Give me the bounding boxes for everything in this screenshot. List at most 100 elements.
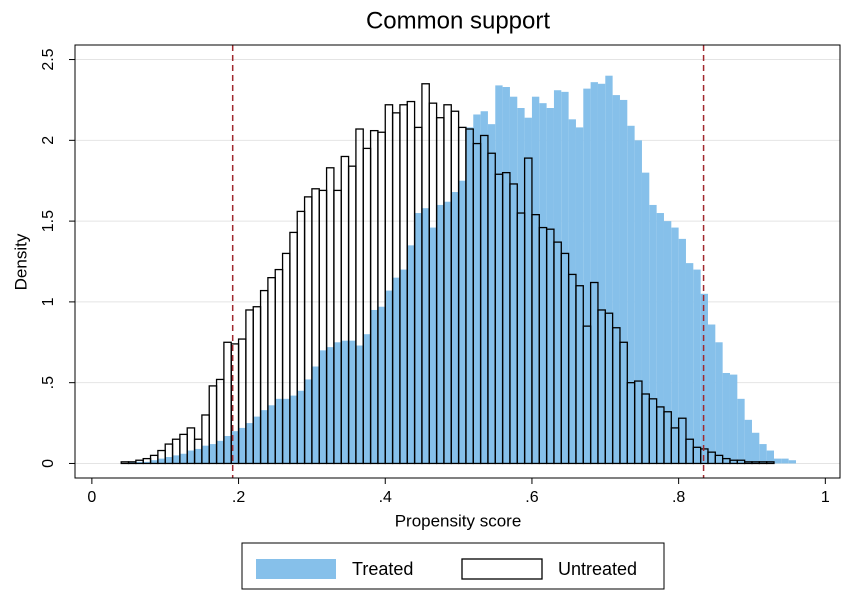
x-tick-label: .2 xyxy=(232,489,245,506)
histogram-bar xyxy=(707,324,716,464)
histogram-bar xyxy=(399,269,408,464)
histogram-bar xyxy=(201,445,210,464)
histogram-bar xyxy=(773,458,782,464)
histogram-bar xyxy=(165,456,173,464)
histogram-bar xyxy=(590,82,598,464)
y-axis-label: Density xyxy=(11,233,30,290)
histogram-bar xyxy=(656,213,664,464)
histogram-bar xyxy=(245,423,254,464)
histogram-bar xyxy=(678,238,686,464)
histogram-bar xyxy=(495,85,503,464)
histogram-bar xyxy=(539,103,547,464)
chart-title: Common support xyxy=(366,7,550,34)
histogram-bar xyxy=(546,108,554,464)
histogram-bar xyxy=(788,460,796,464)
histogram-bar xyxy=(480,111,488,464)
histogram-bar xyxy=(355,345,364,464)
histogram-bar xyxy=(194,448,202,464)
histogram-bar xyxy=(377,306,386,464)
histogram-bar xyxy=(597,83,606,464)
legend-swatch xyxy=(256,559,336,579)
legend-swatch xyxy=(461,558,543,580)
histogram-bar xyxy=(421,208,430,464)
histogram-bar xyxy=(605,75,613,464)
histogram-bar xyxy=(209,444,217,464)
y-tick-label: 2.5 xyxy=(40,48,57,70)
histogram-bar xyxy=(458,180,466,464)
histogram-bar xyxy=(297,390,305,464)
histogram-bar xyxy=(282,398,290,464)
histogram-bar xyxy=(531,96,540,464)
histogram-bar xyxy=(275,398,283,464)
histogram-bar xyxy=(260,410,268,464)
histogram-bar xyxy=(157,458,166,464)
histogram-bar xyxy=(289,395,298,464)
histogram-bar xyxy=(333,342,342,464)
histogram-bar xyxy=(634,140,642,464)
histogram-bar xyxy=(443,201,452,464)
histogram-bar xyxy=(231,431,239,464)
histogram-bar xyxy=(120,461,130,465)
x-tick-label: .4 xyxy=(379,489,392,506)
histogram-bar xyxy=(627,125,635,464)
histogram-bar xyxy=(649,204,657,464)
histogram-bar xyxy=(781,458,789,464)
histogram-bar xyxy=(216,440,224,464)
histogram-bar xyxy=(715,342,723,464)
histogram-bar xyxy=(766,461,775,465)
histogram-bar xyxy=(473,114,481,464)
histogram-bar xyxy=(385,290,393,464)
x-tick-label: .6 xyxy=(525,489,538,506)
x-axis-label: Propensity score xyxy=(395,511,522,530)
histogram-bar xyxy=(575,127,584,464)
histogram-bar xyxy=(392,277,400,464)
histogram-bar xyxy=(524,117,532,464)
histogram-bar xyxy=(150,460,158,464)
histogram-bar xyxy=(253,416,261,464)
histogram-bar xyxy=(568,119,576,464)
histogram-bar xyxy=(179,453,188,464)
histogram-bar xyxy=(663,221,672,464)
legend: Treated Untreated xyxy=(241,542,665,590)
y-tick-label: .5 xyxy=(40,376,57,389)
histogram-bar xyxy=(135,461,144,464)
histogram-bar xyxy=(341,340,349,464)
y-tick-label: 1 xyxy=(40,297,57,306)
histogram-bar xyxy=(451,192,459,464)
histogram-bar xyxy=(407,245,415,464)
histogram-bar xyxy=(143,461,151,464)
histogram-bar xyxy=(751,432,760,464)
histogram-bar xyxy=(612,95,620,464)
histogram-bar xyxy=(561,91,569,464)
histogram-bar xyxy=(319,350,327,464)
histogram-bar xyxy=(583,88,591,464)
x-tick-label: .8 xyxy=(672,489,685,506)
histogram-bar xyxy=(759,444,767,464)
histogram-bar xyxy=(744,419,752,464)
plot-frame xyxy=(74,44,841,479)
histogram-bar xyxy=(737,398,745,464)
histogram-bar xyxy=(553,90,562,464)
histogram-bar xyxy=(619,99,628,464)
y-tick-label: 0 xyxy=(40,459,57,468)
histogram-bar xyxy=(693,269,701,464)
histogram-bar xyxy=(267,405,276,464)
y-tick-label: 2 xyxy=(40,136,57,145)
y-tick-label: 1.5 xyxy=(40,210,57,232)
histogram-bar xyxy=(223,435,232,464)
histogram-bar xyxy=(429,227,437,464)
histogram-bar xyxy=(172,455,180,464)
histogram-bar xyxy=(348,340,356,464)
histogram-bar xyxy=(187,450,195,464)
histogram-bar xyxy=(729,374,738,464)
histogram-bar xyxy=(502,87,510,464)
histogram-bar xyxy=(363,334,371,464)
histogram-bar xyxy=(685,263,694,464)
histogram-bar xyxy=(722,372,730,464)
x-tick-label: 1 xyxy=(821,489,830,506)
x-tick-label: 0 xyxy=(87,489,96,506)
histogram-bar xyxy=(414,213,422,464)
histogram-bar xyxy=(304,379,312,464)
histogram-bar xyxy=(671,227,679,464)
